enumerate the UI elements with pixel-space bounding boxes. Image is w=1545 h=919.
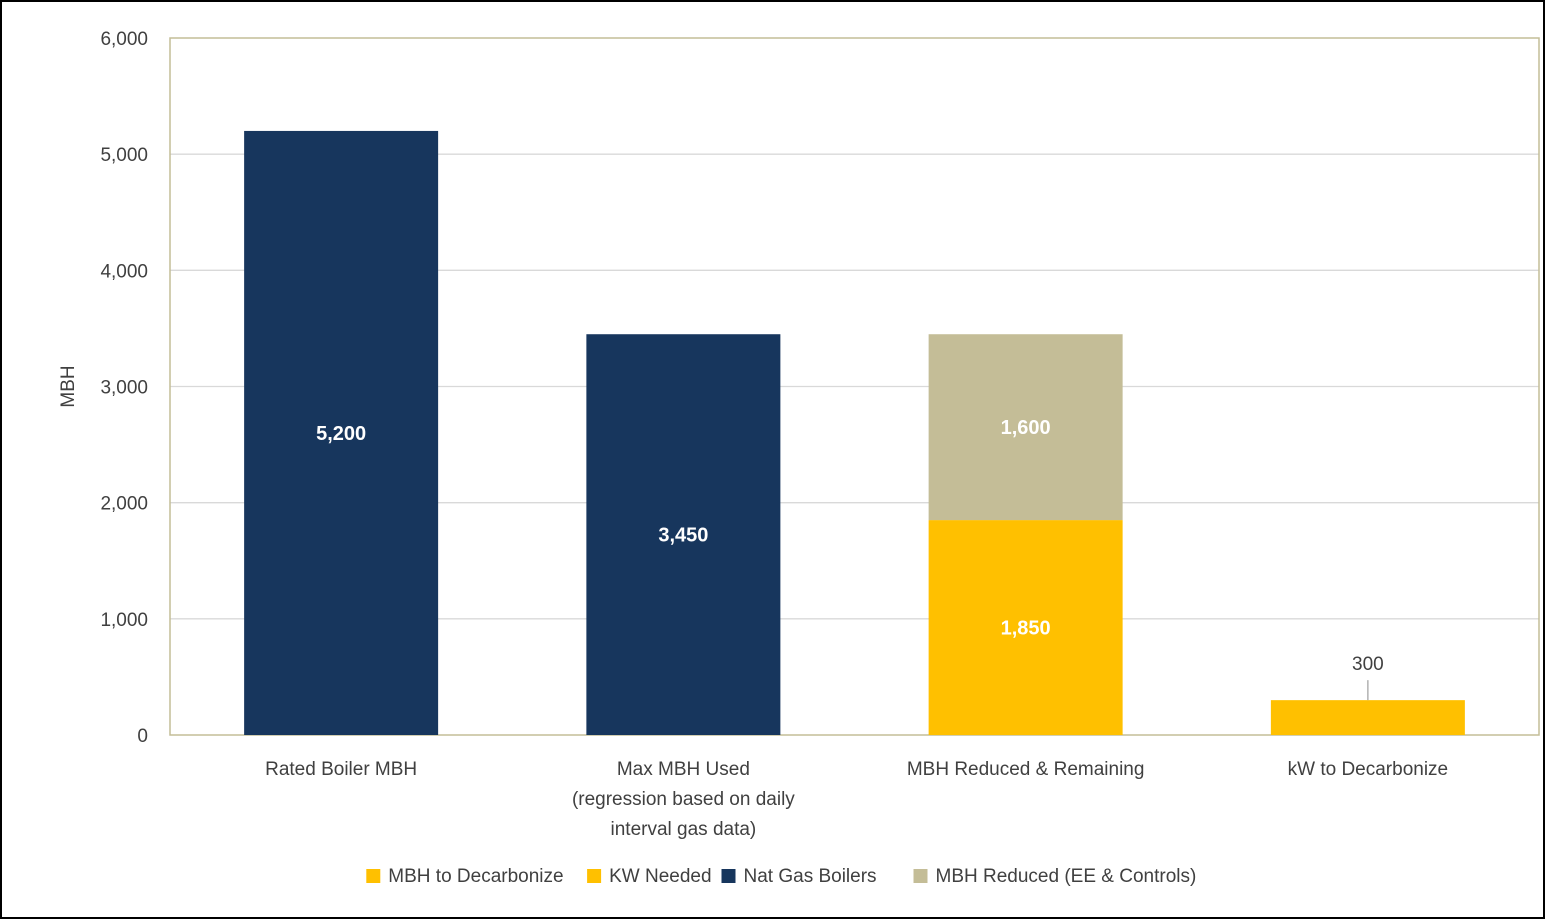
y-tick-label: 0 [137, 726, 148, 747]
bar-mbh-to-decarbonize [928, 520, 1123, 735]
y-tick-label: 3,000 [100, 378, 148, 399]
y-tick-label: 5,000 [100, 145, 148, 166]
legend-label: MBH to Decarbonize [388, 866, 563, 887]
legend-swatch [587, 869, 602, 883]
data-label: 5,200 [316, 423, 366, 445]
y-tick-label: 4,000 [100, 261, 148, 282]
x-tick-label: MBH Reduced & Remaining [907, 759, 1145, 780]
legend-label: Nat Gas Boilers [744, 866, 877, 887]
bar-kw-needed [1270, 700, 1465, 735]
data-label: 300 [1352, 654, 1384, 675]
data-label: 1,850 [1001, 618, 1051, 640]
legend-swatch [913, 869, 928, 883]
x-tick-label: Max MBH Used (regression based on daily in… [572, 759, 795, 840]
y-tick-label: 6,000 [100, 29, 148, 50]
data-label: 3,450 [658, 525, 708, 547]
legend-label: MBH Reduced (EE & Controls) [936, 866, 1197, 887]
y-tick-label: 2,000 [100, 494, 148, 515]
legend-swatch [366, 869, 381, 883]
legend-swatch [721, 869, 736, 883]
plot-area-border [169, 37, 1540, 736]
bar-nat-gas-boilers [244, 130, 439, 735]
bar-nat-gas-boilers [586, 334, 781, 735]
x-tick-label: kW to Decarbonize [1288, 759, 1449, 780]
x-tick-label: Rated Boiler MBH [265, 759, 417, 780]
bar-mbh-reduced-ee-controls [928, 334, 1123, 521]
data-label: 1,600 [1001, 417, 1051, 439]
legend-label: KW Needed [609, 866, 711, 887]
y-tick-label: 1,000 [100, 610, 148, 631]
y-axis-title: MBH [58, 365, 79, 407]
